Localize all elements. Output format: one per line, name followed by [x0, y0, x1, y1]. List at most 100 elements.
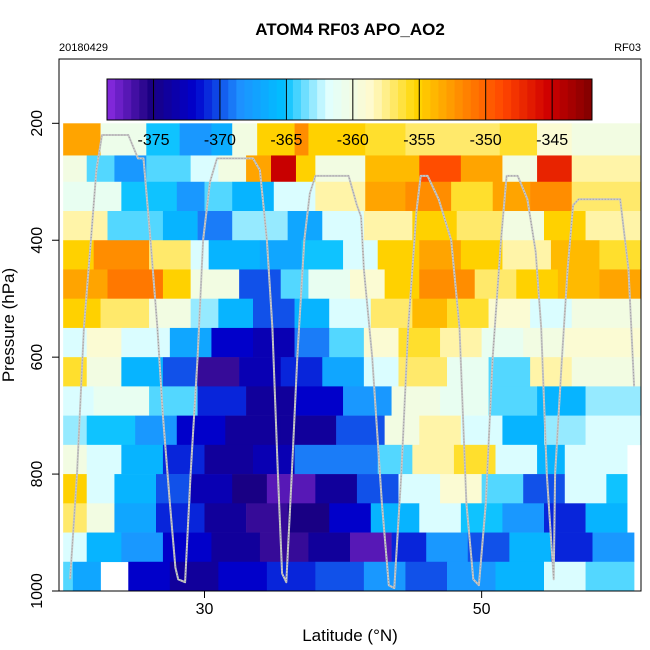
colorbar-swatch	[341, 79, 350, 120]
heatmap-cell	[121, 532, 164, 563]
colorbar-swatch	[107, 79, 116, 120]
colorbar-swatch	[349, 79, 359, 120]
heatmap-cell	[363, 357, 399, 387]
heatmap-cell	[356, 474, 399, 504]
heatmap-cell	[343, 386, 392, 416]
colorbar-ticks: -375 -370 -365 -360 -355 -350 -345	[137, 79, 568, 149]
heatmap-cell	[86, 357, 122, 387]
heatmap-cell	[365, 155, 420, 183]
heatmap-cell	[322, 357, 365, 387]
heatmap-cell	[176, 181, 205, 212]
heatmap-cell	[63, 561, 74, 592]
heatmap-cell	[246, 386, 295, 416]
heatmap-cell	[460, 155, 503, 183]
heatmap-cell	[63, 357, 88, 387]
colorbar-swatch	[486, 79, 496, 120]
heatmap-cell	[232, 181, 275, 212]
colorbar-swatch	[462, 79, 472, 120]
heatmap-cell	[93, 240, 150, 270]
colorbar-swatch	[220, 79, 229, 120]
heatmap-cell	[162, 211, 198, 241]
x-tick-label: 50	[473, 601, 491, 618]
heatmap-cell	[204, 503, 247, 533]
heatmap-cell	[451, 181, 494, 212]
heatmap-cell	[453, 444, 496, 475]
heatmap-cell	[492, 181, 531, 212]
date-label: 20180429	[59, 42, 108, 54]
heatmap-cell	[405, 561, 448, 592]
colorbar-swatch	[317, 79, 326, 120]
heatmap-cell	[440, 386, 489, 416]
colorbar-swatch	[446, 79, 456, 120]
heatmap-cell	[363, 561, 406, 592]
heatmap-cell	[232, 474, 268, 504]
heatmap-cell	[149, 386, 198, 416]
colorbar-tick-label: -345	[536, 132, 568, 149]
heatmap-cell	[225, 415, 282, 446]
heatmap-cell	[384, 269, 420, 299]
colorbar-swatch	[325, 79, 334, 120]
y-tick-label: 800	[29, 461, 46, 488]
heatmap-cell	[190, 240, 209, 270]
heatmap-cell	[294, 444, 379, 475]
colorbar-swatch	[284, 79, 294, 120]
heatmap-cell	[86, 532, 122, 563]
heatmap-cell	[176, 415, 226, 446]
heatmap-cell	[86, 327, 122, 358]
heatmap-cell	[301, 240, 344, 270]
colorbar-swatch	[381, 79, 391, 120]
heatmap-cell	[146, 155, 191, 183]
heatmap-cell	[460, 240, 503, 270]
heatmap-cell	[315, 155, 366, 183]
colorbar-swatch	[575, 79, 585, 120]
heatmap-cell	[63, 532, 88, 563]
heatmap-cell	[72, 561, 101, 592]
heatmap-cell	[550, 532, 593, 563]
heatmap-cell	[162, 269, 191, 299]
colorbar-tick-label: -365	[270, 132, 302, 149]
heatmap-cell	[365, 123, 406, 156]
heatmap-cell	[121, 357, 164, 387]
heatmap-cell	[599, 269, 642, 299]
colorbar-swatch	[147, 79, 156, 120]
heatmap-cell	[218, 298, 254, 329]
heatmap-cell	[232, 211, 288, 241]
heatmap-cell	[114, 474, 157, 504]
heatmap-cell	[370, 503, 420, 533]
heatmap-cell	[63, 298, 101, 329]
heatmap-cell	[391, 386, 441, 416]
heatmap-cell	[197, 386, 247, 416]
colorbar-swatch	[309, 79, 318, 120]
colorbar-swatch	[268, 79, 278, 120]
heatmap-cell	[585, 386, 642, 416]
heatmap-cell	[315, 561, 365, 592]
colorbar-tick-label: -350	[470, 132, 502, 149]
heatmap-cell	[149, 240, 191, 270]
colorbar-swatch	[187, 79, 197, 120]
heatmap-cell	[204, 444, 254, 475]
heatmap-cell	[606, 474, 628, 504]
heatmap-cell	[599, 240, 642, 270]
colorbar-swatch	[511, 79, 520, 120]
heatmap-cell	[100, 298, 150, 329]
heatmap-cell	[208, 240, 261, 270]
colorbar-swatch	[252, 79, 262, 120]
heatmap-cell	[280, 269, 309, 299]
colorbar-swatch	[406, 79, 415, 120]
colorbar-swatch	[422, 79, 431, 120]
heatmap-cell	[447, 298, 489, 329]
heatmap-cell	[495, 444, 538, 475]
heatmap-cell	[509, 532, 552, 563]
heatmap-cell	[419, 415, 462, 446]
heatmap-cell	[211, 532, 261, 563]
heatmap-cell	[585, 211, 642, 241]
heatmap-cell	[271, 155, 297, 183]
heatmap-cell	[481, 327, 524, 358]
heatmap-cell	[322, 211, 365, 241]
heatmap-cell	[315, 474, 358, 504]
heatmap-cell	[544, 211, 586, 241]
heatmap-cell	[502, 503, 545, 533]
heatmap-cell	[162, 357, 198, 387]
heatmap-cell	[419, 155, 462, 183]
